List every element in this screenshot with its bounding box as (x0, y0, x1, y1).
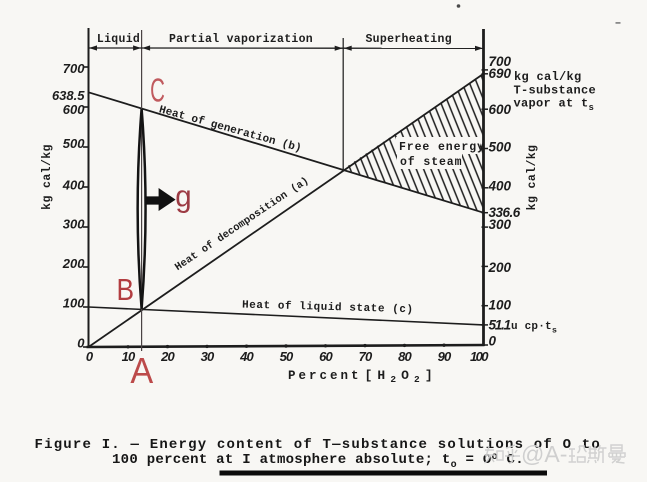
svg-text:100: 100 (63, 296, 85, 311)
svg-text:100: 100 (470, 349, 489, 364)
svg-text:Partial vaporization: Partial vaporization (169, 33, 313, 46)
svg-text:kg cal/kg: kg cal/kg (514, 70, 582, 84)
svg-text:500: 500 (489, 140, 512, 155)
svg-text:700: 700 (63, 61, 85, 76)
svg-text:0: 0 (86, 349, 94, 364)
svg-text:@A-: @A- (521, 441, 567, 467)
svg-text:g: g (175, 180, 191, 214)
svg-text:A: A (130, 351, 153, 391)
svg-text:Heat of liquid state (c): Heat of liquid state (c) (242, 300, 414, 317)
svg-text:30: 30 (201, 349, 215, 364)
svg-text:336.6: 336.6 (489, 205, 521, 220)
svg-text:vapor at ts: vapor at ts (514, 97, 595, 114)
svg-text:51.1: 51.1 (489, 318, 511, 333)
svg-text:400: 400 (62, 178, 85, 193)
svg-text:10: 10 (122, 349, 136, 364)
svg-text:690: 690 (489, 66, 512, 81)
svg-text:80: 80 (398, 349, 412, 364)
svg-text:0: 0 (77, 335, 85, 350)
svg-text:[H2O2]: [H2O2] (365, 368, 438, 385)
svg-text:of steam: of steam (400, 156, 462, 169)
svg-text:300: 300 (489, 217, 512, 232)
svg-text:70: 70 (359, 349, 373, 364)
svg-text:Superheating: Superheating (365, 33, 451, 46)
svg-text:90: 90 (438, 349, 452, 364)
svg-text:400: 400 (488, 179, 512, 194)
svg-text:kg cal/kg: kg cal/kg (41, 144, 54, 210)
svg-text:50: 50 (280, 349, 294, 364)
svg-text:200: 200 (62, 256, 85, 271)
svg-text:Liquid: Liquid (97, 33, 140, 46)
svg-text:700: 700 (489, 54, 512, 69)
svg-text:100: 100 (489, 298, 512, 313)
svg-text:638.5: 638.5 (52, 88, 85, 103)
svg-text:500: 500 (63, 136, 85, 151)
svg-text:40: 40 (239, 349, 254, 364)
svg-text:20: 20 (160, 349, 175, 364)
svg-text:B: B (117, 273, 135, 307)
svg-text:300: 300 (63, 217, 85, 232)
svg-text:u cp·ts: u cp·ts (511, 321, 557, 336)
svg-text:60: 60 (319, 349, 333, 364)
svg-text:Percent: Percent (288, 369, 362, 383)
svg-text:600: 600 (63, 102, 85, 117)
svg-text:T-substance: T-substance (514, 84, 597, 98)
svg-text:C: C (150, 71, 165, 108)
svg-text:Figure I. — Energy content of: Figure I. — Energy content of T—substanc… (35, 437, 601, 453)
svg-text:0: 0 (489, 334, 497, 349)
svg-text:200: 200 (488, 260, 512, 275)
svg-text:kg cal/kg: kg cal/kg (526, 145, 539, 211)
svg-text:Free energy: Free energy (399, 141, 485, 154)
svg-text:600: 600 (489, 102, 512, 117)
